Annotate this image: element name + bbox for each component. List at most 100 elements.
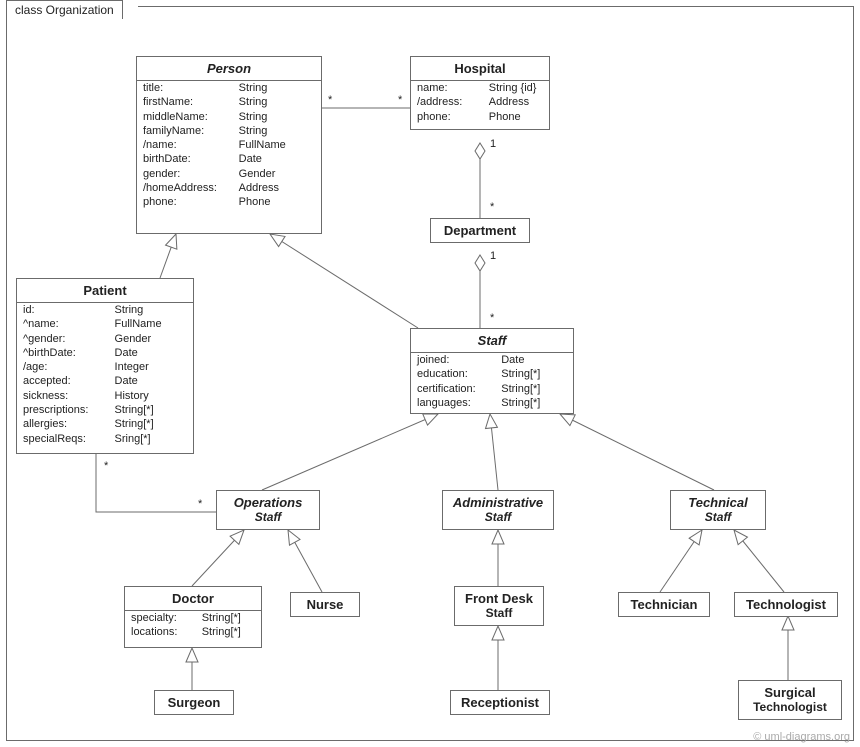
attr-type: String {id} [483,81,549,95]
class-receptionist: Receptionist [450,690,550,715]
attr-type: String[*] [495,396,573,410]
attr-type: String [233,95,321,109]
class-nurse: Nurse [290,592,360,617]
class-attrs: specialty:String[*]locations:String[*] [125,611,261,640]
attr-type: String[*] [495,382,573,396]
attr-name: id: [17,303,109,317]
class-surgeon: Surgeon [154,690,234,715]
attr-name: locations: [125,625,196,639]
attr-name: gender: [137,167,233,181]
attr-name: phone: [411,110,483,124]
attr-name: accepted: [17,374,109,388]
class-frontdesk: Front DeskStaff [454,586,544,626]
class-title: Front DeskStaff [455,587,543,624]
class-doctor: Doctorspecialty:String[*]locations:Strin… [124,586,262,648]
attr-name: /homeAddress: [137,181,233,195]
class-title: Surgeon [155,691,233,714]
class-title: OperationsStaff [217,491,319,528]
multiplicity-hospital_dept_1: 1 [490,138,496,150]
uml-class-diagram: class Organization Persontitle:Stringfir… [0,0,860,747]
attr-name: education: [411,367,495,381]
edge [560,414,714,490]
class-title: Person [137,57,321,81]
attr-type: String[*] [196,611,261,625]
class-title: SurgicalTechnologist [739,681,841,718]
edge [160,234,176,278]
class-person: Persontitle:StringfirstName:Stringmiddle… [136,56,322,234]
edge [490,414,498,490]
class-title: Receptionist [451,691,549,714]
class-title: Staff [411,329,573,353]
class-title: Doctor [125,587,261,611]
watermark: © uml-diagrams.org [753,731,850,743]
attr-name: /address: [411,95,483,109]
attr-type: String [233,124,321,138]
attr-name: joined: [411,353,495,367]
class-technologist: Technologist [734,592,838,617]
multiplicity-patient_ops_2: * [198,498,202,510]
attr-type: Address [483,95,549,109]
attr-type: Gender [109,332,193,346]
multiplicity-dept_staff_2: * [490,312,494,324]
multiplicity-patient_ops_1: * [104,460,108,472]
attr-name: phone: [137,195,233,209]
class-adminstaff: AdministrativeStaff [442,490,554,530]
attr-name: ^gender: [17,332,109,346]
edge [288,530,322,592]
attr-type: Sring[*] [109,432,193,446]
attr-name: /name: [137,138,233,152]
attr-name: ^name: [17,317,109,331]
attr-type: Date [109,374,193,388]
attr-name: prescriptions: [17,403,109,417]
class-attrs: id:String^name:FullName^gender:Gender^bi… [17,303,193,446]
attr-type: FullName [109,317,193,331]
class-attrs: name:String {id}/address:Addressphone:Ph… [411,81,549,124]
class-techstaff: TechnicalStaff [670,490,766,530]
attr-name: middleName: [137,110,233,124]
class-title: Patient [17,279,193,303]
attr-name: certification: [411,382,495,396]
class-attrs: title:StringfirstName:StringmiddleName:S… [137,81,321,210]
attr-name: specialReqs: [17,432,109,446]
multiplicity-dept_staff_1: 1 [490,250,496,262]
attr-name: languages: [411,396,495,410]
attr-type: Phone [233,195,321,209]
edge [192,530,244,586]
class-staff: Staffjoined:Dateeducation:String[*]certi… [410,328,574,414]
class-technician: Technician [618,592,710,617]
attr-type: String[*] [109,417,193,431]
attr-name: birthDate: [137,152,233,166]
attr-type: String [233,110,321,124]
edge [270,234,418,328]
attr-type: Address [233,181,321,195]
attr-type: String[*] [109,403,193,417]
class-patient: Patientid:String^name:FullName^gender:Ge… [16,278,194,454]
attr-name: familyName: [137,124,233,138]
attr-type: String [233,81,321,95]
class-department: Department [430,218,530,243]
attr-name: /age: [17,360,109,374]
attr-type: History [109,389,193,403]
attr-name: name: [411,81,483,95]
class-hospital: Hospitalname:String {id}/address:Address… [410,56,550,130]
class-opsstaff: OperationsStaff [216,490,320,530]
attr-type: String[*] [196,625,261,639]
multiplicity-hospital_dept_2: * [490,201,494,213]
class-surgtech: SurgicalTechnologist [738,680,842,720]
attr-type: String[*] [495,367,573,381]
package-title: class Organization [6,0,123,19]
attr-name: specialty: [125,611,196,625]
edge [262,414,438,490]
attr-type: Phone [483,110,549,124]
attr-type: FullName [233,138,321,152]
attr-name: firstName: [137,95,233,109]
attr-name: title: [137,81,233,95]
attr-type: Integer [109,360,193,374]
class-title: Technician [619,593,709,616]
attr-name: allergies: [17,417,109,431]
attr-type: Date [495,353,573,367]
attr-type: Gender [233,167,321,181]
multiplicity-person_hospital_2: * [398,94,402,106]
multiplicity-person_hospital_1: * [328,94,332,106]
attr-type: Date [109,346,193,360]
